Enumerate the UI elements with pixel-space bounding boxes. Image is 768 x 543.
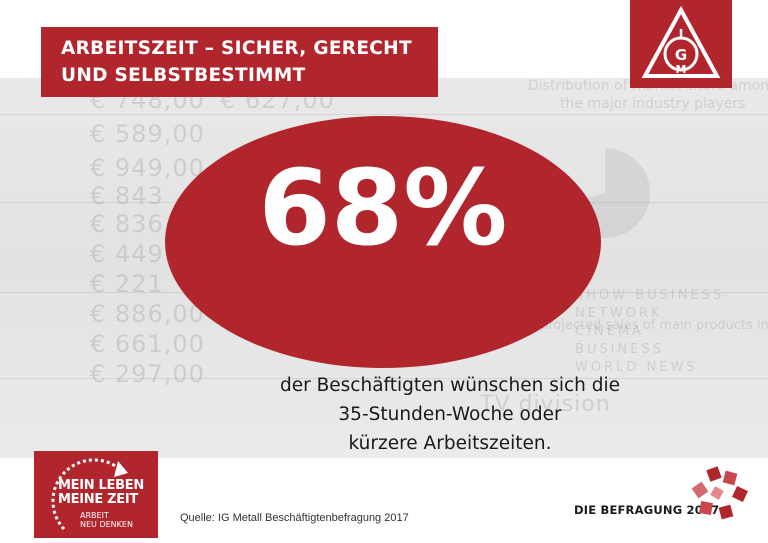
badge-line: NEU DENKEN (80, 520, 133, 529)
bg-phrase: the major industry players (560, 96, 746, 112)
stat-caption: der Beschäftigten wünschen sich die 35-S… (240, 371, 660, 458)
bg-phrase: NETWORK (575, 306, 663, 321)
svg-text:M: M (676, 63, 687, 76)
stat-caption-line: kürzere Arbeitszeiten. (348, 433, 552, 454)
bg-rule (0, 114, 768, 115)
bg-price: € 661,00 (90, 330, 205, 358)
title-banner: ARBEITSZEIT – SICHER, GERECHT UND SELBST… (41, 27, 438, 97)
bg-phrase: WORLD NEWS (575, 360, 698, 375)
ig-metall-logo-icon: I G M (630, 0, 732, 88)
campaign-badge: MEIN LEBEN MEINE ZEIT ARBEIT NEU DENKEN (34, 451, 158, 538)
svg-text:I: I (679, 28, 684, 43)
badge-line: MEINE ZEIT (58, 492, 138, 507)
page-title: ARBEITSZEIT – SICHER, GERECHT UND SELBST… (61, 35, 431, 89)
badge-line: ARBEIT (80, 511, 109, 520)
svg-text:G: G (675, 46, 687, 64)
bg-phrase: projected sales of main products in 2017 (540, 318, 768, 333)
bg-price: € 221 (90, 270, 164, 298)
source-note: Quelle: IG Metall Beschäftigtenbefragung… (180, 512, 409, 524)
bg-price: € 843 (90, 182, 164, 210)
bg-price: € 449 (90, 240, 164, 268)
stat-caption-line: der Beschäftigten wünschen sich die (279, 375, 621, 396)
bg-price: € 949,00 (90, 154, 205, 182)
bg-phrase: TV division (480, 392, 611, 417)
survey-label: DIE BEFRAGUNG 2017 (574, 503, 720, 517)
bg-rule (0, 378, 768, 379)
stat-value: 68% (258, 147, 508, 269)
survey-check-icon (691, 466, 748, 520)
bg-price: € 297,00 (90, 360, 205, 388)
stat-ellipse (165, 116, 601, 368)
badge-line: MEIN LEBEN (58, 478, 144, 493)
bg-phrase: BUSINESS (575, 342, 664, 357)
title-line: ARBEITSZEIT – SICHER, GERECHT (61, 38, 412, 59)
bg-price: € 589,00 (90, 120, 205, 148)
bg-phrase: SHOW BUSINESS (575, 288, 725, 303)
bg-price: € 836 (90, 210, 164, 238)
clock-arc-icon (51, 458, 128, 531)
stat-caption-line: 35-Stunden-Woche oder (338, 404, 562, 425)
title-line: UND SELBSTBESTIMMT (61, 65, 306, 86)
bg-price: € 886,00 (90, 300, 205, 328)
bg-phrase: CINEMA (575, 324, 644, 339)
